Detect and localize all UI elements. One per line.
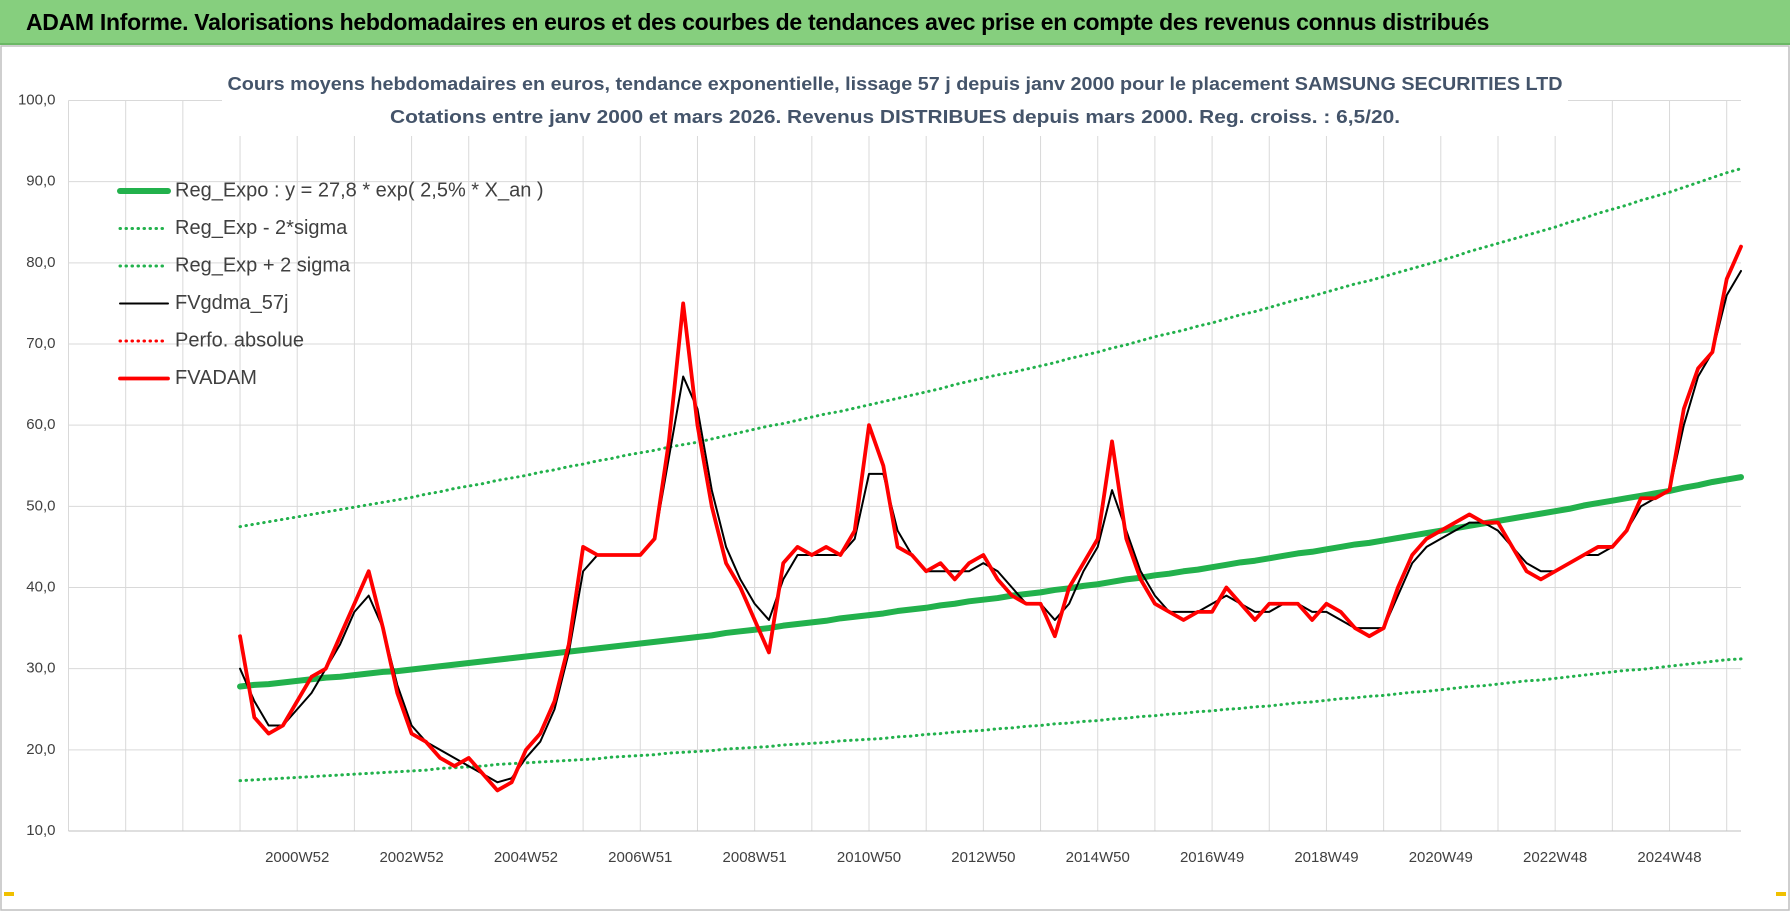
plot <box>237 167 1744 793</box>
y-tick-label: 100,0 <box>18 91 56 108</box>
y-tick-label: 50,0 <box>26 497 55 514</box>
x-tick-label: 2010W50 <box>837 849 901 866</box>
y-tick-label: 60,0 <box>26 416 55 433</box>
x-tick-label: 2020W49 <box>1409 849 1473 866</box>
corner-mark <box>1776 892 1786 896</box>
chart-subtitle: Cotations entre janv 2000 et mars 2026. … <box>390 107 1400 127</box>
x-tick-label: 2004W52 <box>494 849 558 866</box>
legend-label: Reg_Exp + 2 sigma <box>175 254 351 276</box>
y-tick-label: 30,0 <box>26 660 55 677</box>
series-line <box>238 657 1743 783</box>
chart-title: Cours moyens hebdomadaires en euros, ten… <box>228 74 1563 94</box>
corner-mark <box>4 892 14 896</box>
header-banner: ADAM Informe. Valorisations hebdomadaire… <box>0 0 1790 45</box>
x-tick-label: 2012W50 <box>951 849 1015 866</box>
series-line <box>238 244 1743 793</box>
y-tick-label: 20,0 <box>26 741 55 758</box>
x-tick-label: 2000W52 <box>265 849 329 866</box>
title-backdrop <box>222 70 1568 136</box>
series-line <box>238 167 1743 529</box>
x-tick-label: 2018W49 <box>1294 849 1358 866</box>
header-title: ADAM Informe. Valorisations hebdomadaire… <box>26 9 1490 35</box>
legend-label: Reg_Expo : y = 27,8 * exp( 2,5% * X_an ) <box>175 179 544 201</box>
legend-label: Reg_Exp - 2*sigma <box>175 217 348 239</box>
y-tick-label: 40,0 <box>26 578 55 595</box>
x-tick-label: 2016W49 <box>1180 849 1244 866</box>
y-tick-label: 70,0 <box>26 335 55 352</box>
x-tick-label: 2006W51 <box>608 849 672 866</box>
y-tick-label: 90,0 <box>26 173 55 190</box>
y-tick-label: 80,0 <box>26 254 55 271</box>
legend: Reg_Expo : y = 27,8 * exp( 2,5% * X_an )… <box>117 179 544 389</box>
chart: 10,0 20,0 30,0 40,0 50,0 60,0 70,0 80,0 90,0 100,… <box>0 45 1790 911</box>
y-tick-label: 10,0 <box>26 822 55 839</box>
legend-label: FVgdma_57j <box>175 292 288 314</box>
x-tick-label: 2014W50 <box>1066 849 1130 866</box>
legend-label: Perfo. absolue <box>175 329 304 351</box>
x-tick-label: 2022W48 <box>1523 849 1587 866</box>
x-tick-label: 2024W48 <box>1637 849 1701 866</box>
legend-label: FVADAM <box>175 367 257 389</box>
chart-frame <box>0 45 1790 911</box>
x-tick-label: 2008W51 <box>723 849 787 866</box>
x-tick-label: 2002W52 <box>379 849 443 866</box>
